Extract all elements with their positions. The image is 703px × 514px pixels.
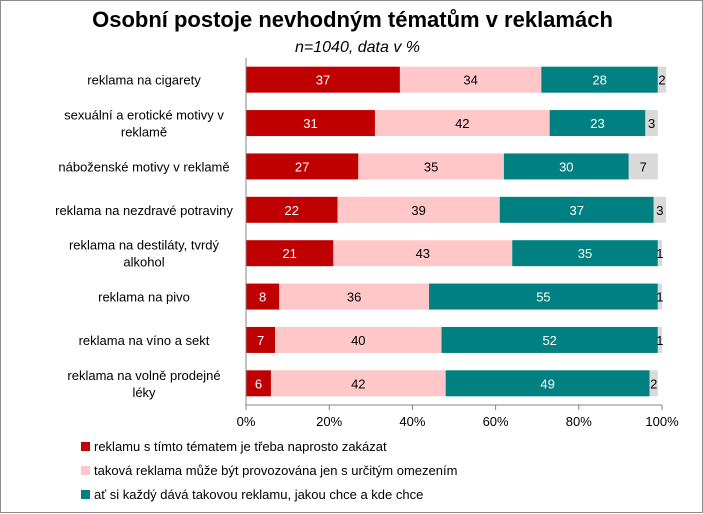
- data-label: 3: [648, 116, 655, 131]
- bar-segment: [246, 66, 400, 93]
- bar-segment: [429, 283, 658, 310]
- bar-segment: [399, 66, 542, 93]
- legend-swatch: [81, 442, 90, 451]
- bar-segment: [246, 283, 280, 310]
- x-tick-label: 40%: [399, 414, 425, 429]
- data-label: 37: [316, 73, 330, 88]
- data-label: 52: [542, 333, 556, 348]
- chart-title: Osobní postoje nevhodným tématům v rekla…: [92, 7, 613, 32]
- bar-segment: [270, 370, 446, 397]
- data-label: 23: [590, 116, 604, 131]
- data-label: 21: [282, 246, 296, 261]
- bar-segment: [645, 110, 658, 137]
- legend-item: ať si každý dává takovou reklamu, jakou …: [81, 487, 681, 502]
- legend-item: reklamu s tímto tématem je třeba naprost…: [81, 439, 681, 454]
- bar-segment: [246, 153, 359, 180]
- data-label: 28: [592, 73, 606, 88]
- data-label: 37: [569, 203, 583, 218]
- legend-label: taková reklama může být provozována jen …: [94, 463, 458, 478]
- category-label: reklama na nezdravé potraviny: [55, 203, 233, 218]
- data-label: 6: [255, 376, 262, 391]
- bar-segment: [358, 153, 504, 180]
- x-tick-label: 0%: [237, 414, 256, 429]
- category-label: náboženské motivy v reklamě: [58, 159, 229, 174]
- bar-segment: [246, 326, 276, 353]
- bar-segment: [628, 153, 658, 180]
- legend-swatch: [81, 490, 90, 499]
- data-label: 55: [536, 290, 550, 305]
- bar-segment: [549, 110, 646, 137]
- legend-label: reklamu s tímto tématem je třeba naprost…: [94, 439, 387, 454]
- data-label: 34: [463, 73, 477, 88]
- data-label: 22: [285, 203, 299, 218]
- category-label: sexuální a erotické motivy v reklamě: [64, 108, 224, 140]
- data-label: 3: [656, 203, 663, 218]
- x-tick-label: 60%: [483, 414, 509, 429]
- chart-subtitle: n=1040, data v %: [295, 39, 420, 56]
- category-label: reklama na destiláty, tvrdý alkohol: [69, 238, 220, 270]
- bar-segment: [246, 110, 375, 137]
- bar-segment: [441, 326, 658, 353]
- bar-segment: [657, 240, 662, 267]
- bar-segment: [246, 240, 334, 267]
- bar-segment: [246, 370, 271, 397]
- bar-segment: [503, 153, 629, 180]
- data-label: 2: [650, 376, 657, 391]
- data-label: 42: [351, 376, 365, 391]
- data-label: 39: [411, 203, 425, 218]
- data-label: 8: [259, 290, 266, 305]
- bar-segment: [649, 370, 658, 397]
- data-label: 43: [416, 246, 430, 261]
- bar-segment: [279, 283, 430, 310]
- legend-item: taková reklama může být provozována jen …: [81, 463, 681, 478]
- bar-segment: [657, 326, 662, 353]
- data-label: 31: [303, 116, 317, 131]
- category-label: reklama na cigarety: [87, 73, 201, 88]
- bar-segment: [512, 240, 658, 267]
- data-label: 1: [656, 246, 663, 261]
- x-tick-label: 100%: [645, 414, 679, 429]
- bar-segment: [333, 240, 513, 267]
- data-label: 42: [455, 116, 469, 131]
- data-label: 1: [656, 333, 663, 348]
- x-tick-label: 20%: [316, 414, 342, 429]
- legend-swatch: [81, 466, 90, 475]
- data-label: 2: [658, 73, 665, 88]
- bar-segment: [445, 370, 650, 397]
- data-label: 30: [559, 159, 573, 174]
- bar-segment: [337, 196, 500, 223]
- data-label: 7: [257, 333, 264, 348]
- bar-segment: [246, 196, 338, 223]
- category-label: reklama na víno a sekt: [79, 333, 210, 348]
- bar-segment: [374, 110, 550, 137]
- data-label: 36: [347, 290, 361, 305]
- data-label: 7: [640, 159, 647, 174]
- category-label: reklama na pivo: [98, 290, 190, 305]
- data-label: 1: [656, 290, 663, 305]
- data-label: 40: [351, 333, 365, 348]
- x-tick-label: 80%: [566, 414, 592, 429]
- bar-segment: [653, 196, 667, 223]
- category-label: reklama na volně prodejné léky: [67, 368, 220, 400]
- data-label: 27: [295, 159, 309, 174]
- bar-segment: [499, 196, 654, 223]
- legend-label: ať si každý dává takovou reklamu, jakou …: [94, 487, 424, 502]
- bar-segment: [657, 66, 667, 93]
- data-label: 35: [424, 159, 438, 174]
- data-label: 35: [578, 246, 592, 261]
- bar-segment: [275, 326, 442, 353]
- data-label: 49: [540, 376, 554, 391]
- bar-segment: [657, 283, 662, 310]
- bar-segment: [541, 66, 658, 93]
